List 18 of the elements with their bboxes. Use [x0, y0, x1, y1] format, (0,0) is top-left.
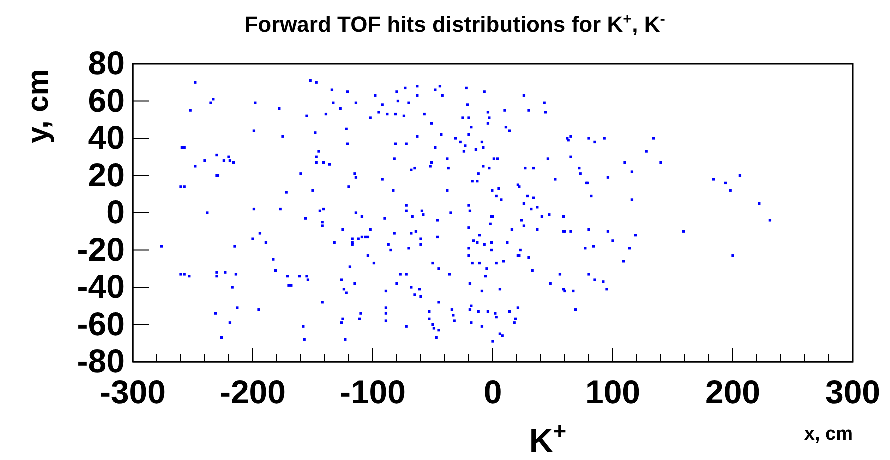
y-axis-title: y, cm — [22, 69, 55, 144]
x-tick-label: 300 — [825, 373, 881, 410]
x-tick-label: -100 — [340, 373, 406, 410]
y-tick-label: 80 — [88, 44, 125, 82]
chart-title: Forward TOF hits distributions for K$^{+}$, K$^{-}$ — [244, 10, 666, 37]
text: K$^{+}$ — [529, 418, 567, 459]
x-tick-label: 100 — [585, 373, 641, 410]
x-tick-label: -200 — [220, 373, 286, 410]
y-tick-label: -40 — [77, 268, 125, 306]
y-tick-label: 20 — [88, 156, 125, 194]
x-tick-label: 200 — [705, 373, 761, 410]
y-tick-label: -60 — [77, 305, 125, 342]
x-axis-title: x, cm — [804, 424, 853, 445]
y-tick-label: 0 — [106, 194, 125, 231]
y-tick-label: 40 — [88, 119, 125, 156]
x-tick-label: 0 — [484, 373, 502, 410]
y-tick-label: -20 — [77, 230, 125, 268]
y-tick-label: 60 — [88, 82, 125, 119]
